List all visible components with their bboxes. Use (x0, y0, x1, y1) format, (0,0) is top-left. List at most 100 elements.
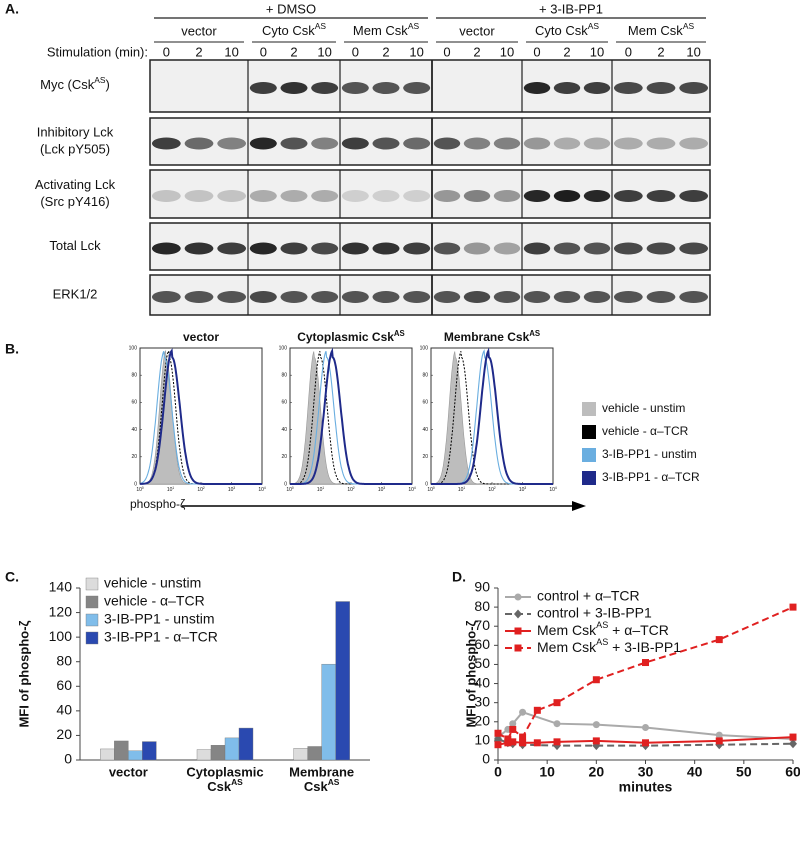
x-axis-label: minutes (619, 779, 673, 795)
time-label: 2 (473, 44, 480, 59)
legend-swatch (85, 595, 99, 609)
y-tick-label: 30 (474, 693, 490, 709)
blot-band (553, 137, 581, 150)
superscript: AS (328, 777, 340, 787)
blot-band (280, 82, 308, 94)
time-label: 0 (625, 44, 632, 59)
blot-band (311, 82, 339, 94)
treatment-label: + DMSO (266, 1, 316, 16)
row-label: Activating Lck (35, 177, 116, 192)
superscript: AS (394, 329, 405, 338)
blot-band (280, 190, 308, 202)
y-tick-label: 40 (131, 427, 137, 433)
superscript: 1 (463, 486, 465, 490)
text-run: 10 (136, 487, 142, 493)
blot-band (523, 291, 551, 303)
legend-marker (514, 644, 522, 652)
superscript: 2 (494, 486, 496, 490)
legend-label: control + α–TCR (537, 588, 640, 604)
x-tick-label: 20 (589, 764, 605, 780)
blot-band (523, 137, 551, 150)
bar (321, 663, 336, 761)
blot-band (463, 190, 491, 202)
point (533, 706, 541, 714)
blot-band (646, 291, 676, 303)
legend-label: vehicle - unstim (602, 401, 685, 415)
superscript: AS (94, 75, 106, 85)
blot-band (583, 291, 611, 303)
histogram-title: Membrane CskAS (444, 329, 540, 345)
blot-band (646, 190, 676, 202)
blot-band (311, 137, 339, 150)
panel-label: C. (5, 569, 19, 585)
blot-band (553, 82, 581, 94)
blot-band (249, 82, 277, 94)
x-tick-label: 0 (494, 764, 502, 780)
legend-label: 3-IB-PP1 - unstim (104, 611, 214, 627)
blot-band (403, 82, 431, 94)
row-label: Inhibitory Lck (37, 124, 114, 139)
point (642, 739, 649, 747)
y-tick-label: 100 (279, 345, 288, 351)
superscript: AS (683, 21, 695, 31)
legend-label: vehicle - α–TCR (104, 593, 205, 609)
stimulation-label: Stimulation (min): (47, 44, 148, 59)
row-label: ERK1/2 (53, 286, 98, 301)
text-run: 10 (347, 487, 353, 493)
y-tick-label: 40 (422, 427, 428, 433)
treatment-label: + 3-IB-PP1 (539, 1, 603, 16)
point (789, 739, 797, 749)
superscript: AS (588, 21, 600, 31)
blot-band (679, 82, 709, 94)
blot-band (613, 137, 643, 150)
x-tick-label: 102 (347, 486, 355, 493)
bar (335, 601, 350, 761)
legend-swatch (582, 448, 596, 462)
legend-swatch (582, 402, 596, 416)
blot-band (341, 242, 369, 255)
y-tick-label: 60 (474, 636, 490, 652)
histogram-curve (431, 347, 553, 485)
bar (224, 737, 240, 761)
panel-label: A. (5, 1, 19, 17)
y-tick-label: 140 (49, 579, 73, 595)
blot-band (249, 137, 277, 150)
superscript: 2 (203, 486, 205, 490)
blot-band (463, 137, 491, 150)
x-tick-label: 100 (286, 486, 294, 493)
blot-band (646, 242, 676, 255)
y-tick-label: 20 (281, 454, 287, 460)
superscript: AS (408, 21, 420, 31)
point (715, 737, 723, 745)
superscript: AS (529, 329, 540, 338)
blot-band (679, 242, 709, 255)
text-run: 10 (458, 487, 464, 493)
legend-label: 3-IB-PP1 - α–TCR (104, 629, 218, 645)
legend-swatch (85, 577, 99, 591)
blot-band (613, 291, 643, 303)
time-label: 10 (590, 44, 604, 59)
blot-band (403, 291, 431, 303)
x-tick-label: 104 (549, 486, 557, 493)
text-run: 10 (228, 487, 234, 493)
y-tick-label: 120 (49, 603, 73, 619)
x-tick-label: CskAS (207, 777, 243, 794)
blot-band (493, 137, 521, 150)
point (789, 603, 797, 611)
x-tick-label: 101 (167, 486, 175, 493)
blot-band (613, 242, 643, 255)
y-tick-label: 80 (474, 598, 490, 614)
point (519, 739, 527, 747)
x-tick-label: 103 (519, 486, 527, 493)
blot-band (217, 190, 247, 202)
time-label: 0 (260, 44, 267, 59)
y-tick-label: 50 (474, 655, 490, 671)
blot-band (151, 242, 181, 255)
legend-label: vehicle - unstim (104, 575, 201, 591)
point (715, 636, 723, 644)
y-tick-label: 0 (284, 481, 287, 487)
histogram-curve (139, 348, 262, 485)
x-tick-label: CskAS (304, 777, 340, 794)
y-tick-label: 60 (281, 400, 287, 406)
blot-band (249, 242, 277, 255)
